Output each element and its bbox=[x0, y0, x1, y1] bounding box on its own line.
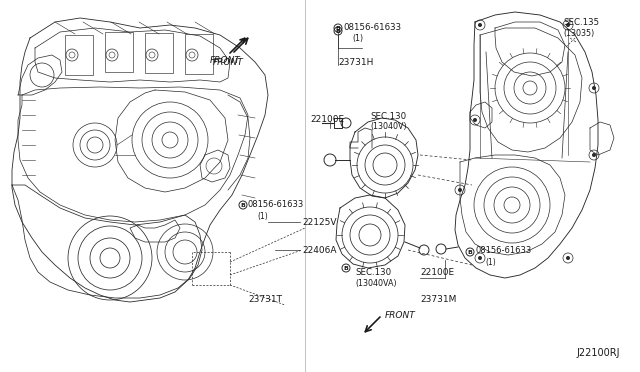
Text: 22406A: 22406A bbox=[302, 246, 337, 255]
Circle shape bbox=[592, 153, 596, 157]
Text: SEC.130: SEC.130 bbox=[355, 268, 391, 277]
Text: (13040V): (13040V) bbox=[370, 122, 406, 131]
Bar bbox=[145, 33, 173, 73]
Text: B: B bbox=[335, 29, 340, 33]
Text: (1): (1) bbox=[352, 34, 363, 43]
Bar bbox=[105, 32, 133, 72]
Text: FRONT: FRONT bbox=[385, 311, 416, 320]
Text: 23731M: 23731M bbox=[420, 295, 456, 304]
Circle shape bbox=[478, 23, 482, 27]
Text: B: B bbox=[335, 26, 340, 31]
Circle shape bbox=[458, 188, 462, 192]
Text: J22100RJ: J22100RJ bbox=[577, 348, 620, 358]
Text: SEC.135: SEC.135 bbox=[563, 18, 599, 27]
Circle shape bbox=[473, 118, 477, 122]
Bar bbox=[185, 34, 213, 74]
Text: B: B bbox=[468, 250, 472, 254]
Text: 22100E: 22100E bbox=[310, 115, 344, 124]
Circle shape bbox=[566, 23, 570, 27]
Text: FRONT: FRONT bbox=[210, 55, 241, 64]
Text: 08156-61633: 08156-61633 bbox=[248, 200, 304, 209]
Text: (1): (1) bbox=[257, 212, 268, 221]
Text: 08156-61633: 08156-61633 bbox=[343, 23, 401, 32]
Text: B: B bbox=[241, 202, 245, 208]
Text: (13040VA): (13040VA) bbox=[355, 279, 397, 288]
Text: (13035): (13035) bbox=[563, 29, 595, 38]
Circle shape bbox=[478, 256, 482, 260]
Bar bbox=[65, 35, 93, 75]
Text: FRONT: FRONT bbox=[213, 58, 244, 67]
Text: 08156-61633: 08156-61633 bbox=[476, 246, 532, 255]
Text: 23731H: 23731H bbox=[338, 58, 373, 67]
Circle shape bbox=[566, 256, 570, 260]
Text: B: B bbox=[344, 266, 348, 270]
Circle shape bbox=[592, 86, 596, 90]
Text: 23731T: 23731T bbox=[248, 295, 282, 304]
Text: (1): (1) bbox=[485, 258, 496, 267]
Text: SEC.130: SEC.130 bbox=[370, 112, 406, 121]
Text: 22125V: 22125V bbox=[302, 218, 337, 227]
Text: 22100E: 22100E bbox=[420, 268, 454, 277]
